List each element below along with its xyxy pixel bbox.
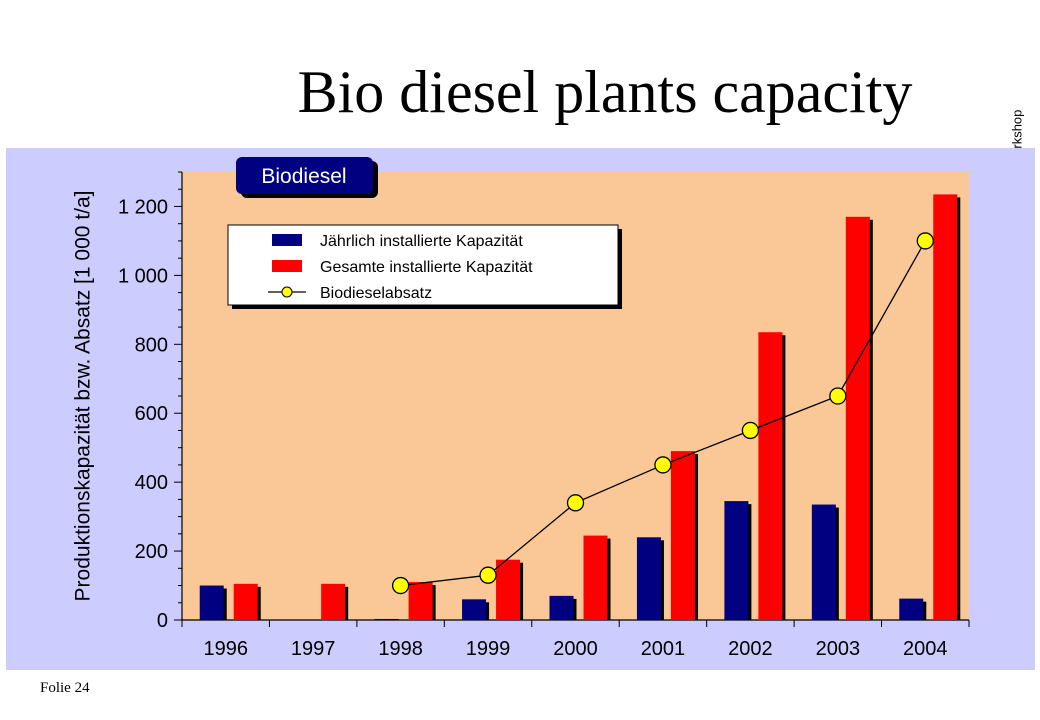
legend-label-annual: Jährlich installierte Kapazität	[320, 233, 523, 250]
bar-total	[496, 559, 521, 620]
legend: Jährlich installierte Kapazität Gesamte …	[227, 224, 622, 309]
y-tick-label: 1 000	[118, 265, 168, 287]
sales-line	[391, 232, 934, 595]
sales-marker	[829, 387, 847, 405]
y-tick-label: 0	[157, 610, 168, 632]
sales-marker	[916, 232, 934, 250]
y-tick-label: 800	[135, 334, 168, 356]
bar-annual	[549, 595, 574, 620]
bar-total	[408, 582, 433, 620]
sales-marker	[654, 456, 672, 474]
legend-swatch-total	[272, 260, 302, 272]
sales-marker	[566, 494, 585, 512]
bar-total	[933, 194, 958, 620]
legend-marker-sales	[281, 286, 293, 298]
bar-annual	[636, 537, 661, 620]
y-tick-label: 600	[135, 403, 168, 425]
y-tick-label: 400	[135, 472, 168, 494]
bar-total	[233, 583, 258, 620]
bar-total	[845, 216, 870, 621]
x-tick-label: 1999	[466, 638, 511, 660]
bar-annual	[462, 599, 487, 620]
bar-total	[583, 535, 608, 620]
x-tick-label: 1997	[291, 638, 336, 660]
y-axis-label: Produktionskapazität bzw. Absatz [1 000 …	[72, 191, 95, 602]
x-tick-label: 1996	[203, 638, 248, 660]
biodiesel-badge: Biodiesel	[236, 157, 378, 198]
x-tick-label: 2003	[816, 638, 861, 660]
legend-label-total: Gesamte installierte Kapazität	[320, 259, 533, 276]
bars	[199, 194, 961, 621]
sales-marker	[479, 566, 497, 584]
bar-total	[758, 332, 783, 620]
sales-marker	[391, 576, 410, 595]
legend-swatch-annual	[272, 234, 302, 246]
x-tick-label: 2000	[553, 638, 598, 660]
x-tick-label: 1998	[378, 638, 423, 660]
bar-annual	[199, 585, 224, 620]
legend-label-sales: Biodieselabsatz	[320, 285, 432, 302]
badge-label: Biodiesel	[261, 165, 346, 188]
y-tick-label: 200	[135, 541, 168, 563]
bar-annual	[724, 501, 749, 620]
x-tick-label: 2004	[903, 638, 948, 660]
sales-marker	[741, 421, 760, 440]
y-tick-label: 1 200	[118, 196, 168, 218]
slide-number: Folie 24	[40, 680, 90, 696]
x-tick-label: 2002	[728, 638, 773, 660]
slide-title: Bio diesel plants capacity	[297, 59, 913, 125]
bar-annual	[811, 504, 836, 620]
y-axis: 0 200 400 600 800 1 000 1 200	[118, 171, 183, 632]
x-tick-label: 2001	[641, 638, 686, 660]
bar-total	[670, 451, 695, 620]
bar-total	[321, 583, 346, 620]
bar-annual	[374, 618, 399, 620]
bar-annual	[899, 598, 924, 620]
